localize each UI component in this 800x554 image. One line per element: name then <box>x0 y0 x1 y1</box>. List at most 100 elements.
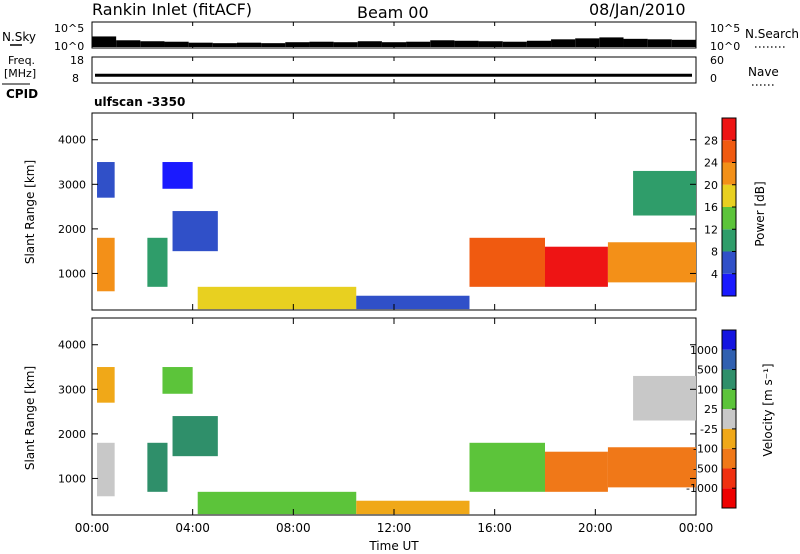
noise-bar <box>188 42 213 47</box>
noise-bar <box>309 41 334 47</box>
nave-label: Nave <box>748 65 779 79</box>
colorbar-segment <box>722 273 736 296</box>
noise-bar <box>575 38 600 47</box>
data-cell <box>633 170 696 216</box>
colorbar-tick-label: 500 <box>697 364 718 377</box>
noise-bar <box>502 41 527 47</box>
noise-bar <box>116 40 141 47</box>
colorbar-segment <box>722 468 736 489</box>
x-tick-label: 20:00 <box>578 521 613 535</box>
noise-bar <box>454 40 479 47</box>
noise-bar <box>623 38 648 47</box>
data-cell <box>97 442 115 497</box>
data-cell <box>356 295 470 310</box>
x-tick-label: 00:00 <box>679 521 714 535</box>
data-cell <box>147 237 168 287</box>
noise-right-label: N.Search <box>745 27 799 41</box>
y-tick-label: 1000 <box>58 472 86 485</box>
power-ylabel: Slant Range [km] <box>23 160 37 264</box>
noise-bar <box>261 43 286 47</box>
freq-left-label-line1: Freq. <box>8 54 35 67</box>
velocity-colorbar-label: Velocity [m s⁻¹] <box>761 363 775 456</box>
noise-bar <box>236 42 262 47</box>
colorbar-segment <box>722 330 736 350</box>
data-cell <box>469 237 545 287</box>
colorbar-tick-label: 4 <box>711 268 718 281</box>
freq-tick-top: 18 <box>70 54 84 67</box>
cpid-text: ulfscan -3350 <box>94 95 185 109</box>
noise-right-tick-top: 10^5 <box>710 22 740 35</box>
x-tick-label: 12:00 <box>377 521 412 535</box>
noise-left-tick-bottom: 10^0 <box>54 40 84 53</box>
x-tick-label: 04:00 <box>175 521 210 535</box>
colorbar-segment <box>722 140 736 163</box>
noise-bar <box>430 40 455 47</box>
colorbar-segment <box>722 389 736 410</box>
power-colorbar: 4 8 12 16 20 24 28 <box>704 117 737 297</box>
noise-right-tick-bottom: 10^0 <box>710 40 740 53</box>
noise-bar <box>551 39 576 47</box>
data-cell <box>162 162 193 189</box>
colorbar-tick-label: -500 <box>693 462 718 475</box>
y-tick-label: 1000 <box>58 267 86 280</box>
nave-tick-top: 60 <box>710 54 724 67</box>
noise-bar <box>92 36 117 47</box>
data-cell <box>97 162 115 198</box>
noise-bar <box>478 41 503 47</box>
beam-title: Beam 00 <box>357 3 429 22</box>
freq-left-label-line2: [MHz] <box>4 67 36 80</box>
cpid-label: CPID <box>6 87 38 101</box>
x-tick-label: 00:00 <box>75 521 110 535</box>
data-cell <box>147 442 168 492</box>
power-y-axis: 1000 2000 3000 4000 <box>58 134 696 280</box>
x-tick-label: 16:00 <box>477 521 512 535</box>
noise-bar <box>164 41 189 47</box>
colorbar-tick-label: 16 <box>704 201 718 214</box>
noise-bar <box>671 39 696 47</box>
colorbar-tick-label: 8 <box>711 246 718 259</box>
velocity-ylabel: Slant Range [km] <box>23 366 37 470</box>
data-cell <box>607 447 696 488</box>
time-axis: 00:00 04:00 08:00 12:00 16:00 20:00 00:00 <box>75 22 714 535</box>
colorbar-tick-label: 28 <box>704 134 718 147</box>
data-cell <box>356 500 470 515</box>
noise-bar <box>357 41 382 47</box>
data-cell <box>97 237 115 292</box>
y-tick-label: 4000 <box>58 339 86 352</box>
noise-bar <box>647 39 672 47</box>
freq-tick-bottom: 8 <box>72 72 79 85</box>
colorbar-tick-label: 12 <box>704 223 718 236</box>
colorbar-segment <box>722 488 736 508</box>
colorbar-tick-label: 1000 <box>690 344 718 357</box>
data-cell <box>197 286 357 310</box>
noise-bar <box>406 41 431 47</box>
colorbar-tick-label: -1000 <box>686 482 718 495</box>
colorbar-tick-label: 100 <box>697 383 718 396</box>
noise-bar <box>212 43 237 47</box>
colorbar-tick-label: -100 <box>693 443 718 456</box>
data-cell <box>607 242 696 283</box>
nave-tick-bottom: 0 <box>710 72 717 85</box>
colorbar-frame <box>721 329 737 509</box>
power-cells <box>97 162 696 310</box>
date-title: 08/Jan/2010 <box>589 0 686 19</box>
noise-bar <box>285 42 310 47</box>
noise-left-label: N.Sky <box>2 30 36 44</box>
x-tick-label: 08:00 <box>276 521 311 535</box>
noise-left-tick-top: 10^5 <box>54 22 84 35</box>
data-cell <box>162 367 193 394</box>
data-cell <box>469 442 545 492</box>
data-cell <box>97 367 115 403</box>
velocity-colorbar: 1000 500 100 25 -25 -100 -500 -1000 <box>686 329 737 509</box>
noise-bar <box>140 41 165 47</box>
y-tick-label: 3000 <box>58 383 86 396</box>
data-cell <box>545 246 608 287</box>
data-cell <box>545 451 608 492</box>
velocity-cells <box>97 367 696 515</box>
station-title: Rankin Inlet (fitACF) <box>92 0 252 19</box>
colorbar-segment <box>722 184 736 207</box>
colorbar-segment <box>722 448 736 469</box>
colorbar-segment <box>722 349 736 370</box>
noise-bar <box>333 42 358 47</box>
velocity-y-axis: 1000 2000 3000 4000 <box>58 339 696 485</box>
